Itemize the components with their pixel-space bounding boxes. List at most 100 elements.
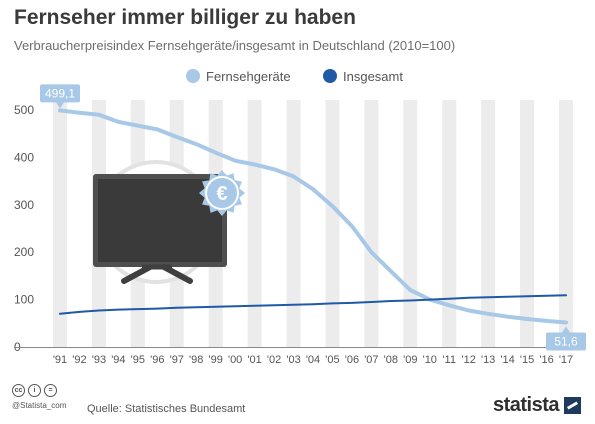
statista-logo[interactable]: statista bbox=[493, 394, 581, 417]
data-point bbox=[409, 299, 412, 302]
data-point bbox=[467, 296, 470, 299]
data-point bbox=[351, 225, 353, 227]
x-axis: '91 '92 '93 '94 '95 '96 '97 '98 '99 '00 '01 '02 '03 '… bbox=[53, 354, 573, 366]
data-point bbox=[467, 309, 470, 312]
svg-text:€: € bbox=[216, 183, 227, 205]
x-tick-label: '11 bbox=[442, 354, 456, 366]
data-point bbox=[390, 270, 392, 272]
data-point bbox=[253, 163, 256, 166]
x-tick-label: '95 bbox=[131, 354, 145, 366]
x-tick-label: '12 bbox=[462, 354, 476, 366]
cc-license-icons: cc i = bbox=[12, 384, 66, 397]
euro-badge-icon: € bbox=[199, 170, 245, 216]
license-block: cc i = @Statista_com bbox=[12, 384, 66, 410]
y-tick-label: 100 bbox=[14, 293, 34, 307]
data-point bbox=[234, 159, 236, 162]
data-point bbox=[98, 113, 100, 116]
statista-handle: @Statista_com bbox=[12, 401, 67, 410]
y-tick-label: 200 bbox=[14, 245, 34, 259]
data-point bbox=[214, 305, 217, 308]
x-tick-label: '09 bbox=[403, 354, 417, 366]
no-derivatives-icon: = bbox=[44, 384, 57, 397]
value-label: 51,6 bbox=[554, 335, 578, 349]
data-point bbox=[137, 124, 139, 127]
data-point bbox=[331, 205, 334, 208]
data-point bbox=[409, 289, 412, 291]
data-point bbox=[292, 304, 295, 306]
column-band bbox=[481, 100, 496, 347]
data-point bbox=[175, 306, 178, 309]
legend-swatch bbox=[186, 69, 200, 83]
data-point bbox=[175, 136, 178, 138]
y-axis: 0100200300400500 bbox=[14, 103, 576, 354]
legend-label: Insgesamt bbox=[343, 69, 403, 84]
legend: Fernsehgeräte Insgesamt bbox=[186, 69, 403, 84]
data-point bbox=[526, 318, 528, 320]
source-note: Quelle: Statistisches Bundesamt bbox=[87, 403, 246, 415]
data-point bbox=[195, 143, 198, 145]
data-point bbox=[214, 151, 217, 154]
column-band bbox=[520, 100, 535, 347]
column-band bbox=[403, 100, 418, 347]
data-point bbox=[156, 128, 159, 131]
y-tick-label: 300 bbox=[14, 198, 34, 212]
statista-logo-icon bbox=[564, 397, 581, 414]
x-tick-label: '07 bbox=[364, 354, 378, 366]
x-tick-label: '13 bbox=[481, 354, 495, 366]
x-tick-label: '93 bbox=[92, 354, 106, 366]
attribution-icon: i bbox=[28, 384, 41, 397]
data-point bbox=[565, 321, 567, 324]
data-point bbox=[545, 295, 548, 297]
value-label-pointer bbox=[562, 326, 570, 333]
series-lines bbox=[58, 108, 568, 325]
x-tick-label: '16 bbox=[539, 354, 553, 366]
data-point bbox=[78, 311, 81, 313]
data-point bbox=[370, 251, 373, 253]
value-label-box bbox=[546, 332, 586, 351]
data-point bbox=[137, 308, 139, 310]
legend-label: Fernsehgeräte bbox=[206, 69, 291, 84]
statista-wordmark: statista bbox=[492, 394, 560, 416]
x-tick-label: '00 bbox=[228, 354, 242, 366]
x-tick-label: '98 bbox=[189, 354, 203, 366]
x-tick-label: '08 bbox=[384, 354, 398, 366]
chart-subtitle: Verbraucherpreisindex Fernsehgeräte/insg… bbox=[14, 38, 456, 53]
x-tick-label: '91 bbox=[53, 354, 67, 366]
data-point bbox=[78, 112, 81, 114]
data-point bbox=[428, 298, 431, 301]
data-point bbox=[351, 302, 353, 304]
data-point bbox=[331, 302, 334, 305]
chart-title: Fernseher immer billiger zu haben bbox=[14, 6, 356, 29]
data-point bbox=[487, 313, 489, 315]
data-point bbox=[312, 303, 314, 306]
x-tick-label: '06 bbox=[345, 354, 359, 366]
x-tick-label: '94 bbox=[111, 354, 125, 366]
data-point bbox=[506, 315, 509, 318]
data-point bbox=[59, 109, 61, 112]
data-point bbox=[565, 294, 567, 297]
data-point bbox=[195, 306, 198, 308]
x-tick-label: '05 bbox=[325, 354, 339, 366]
column-band bbox=[286, 100, 301, 347]
data-point bbox=[253, 304, 256, 307]
column-band bbox=[325, 100, 340, 347]
x-tick-label: '15 bbox=[520, 354, 534, 366]
value-annotations: 499,1 51,6 bbox=[40, 84, 586, 351]
data-point bbox=[117, 121, 120, 123]
value-label-box bbox=[40, 84, 80, 103]
data-point bbox=[273, 304, 275, 307]
data-point bbox=[448, 297, 451, 300]
x-tick-label: '10 bbox=[423, 354, 437, 366]
data-point bbox=[234, 305, 236, 308]
data-point bbox=[370, 301, 373, 303]
x-tick-label: '01 bbox=[247, 354, 261, 366]
data-point bbox=[487, 296, 489, 299]
legend-swatch bbox=[323, 69, 337, 83]
cc-icon: cc bbox=[12, 384, 25, 397]
y-tick-label: 400 bbox=[14, 150, 34, 164]
data-point bbox=[98, 309, 100, 312]
data-point bbox=[156, 307, 159, 310]
x-tick-label: '14 bbox=[500, 354, 514, 366]
column-band bbox=[247, 100, 262, 347]
